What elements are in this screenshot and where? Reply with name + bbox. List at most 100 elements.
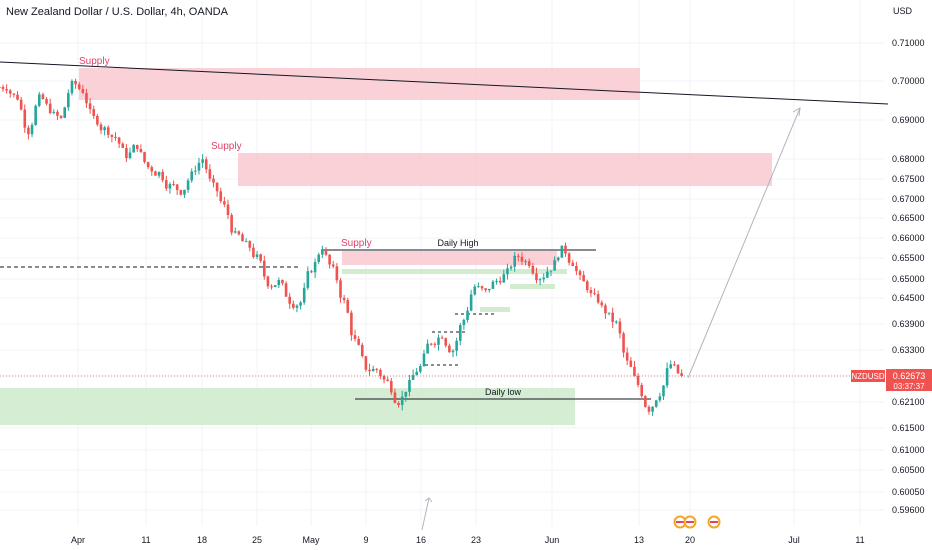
candle-body <box>103 127 106 131</box>
candle-body <box>41 94 45 100</box>
price-tick-label: 0.66000 <box>892 233 925 243</box>
projection-line <box>687 107 801 379</box>
candle-body <box>538 279 542 281</box>
candle-body <box>157 171 161 176</box>
candle-body <box>379 369 382 376</box>
candle-body <box>70 80 74 94</box>
candle-body <box>67 93 70 108</box>
candle-body <box>237 231 241 235</box>
candle-body <box>288 296 291 304</box>
candle-body <box>571 262 575 266</box>
candle-body <box>444 338 448 346</box>
candle-body <box>306 271 310 288</box>
price-tick-label: 0.63300 <box>892 345 925 355</box>
candle-body <box>226 204 230 216</box>
annotations: Supply Supply Supply Daily High Daily low <box>79 56 522 397</box>
candle-body <box>390 380 393 393</box>
candle-body <box>440 337 444 339</box>
candle-body <box>433 343 437 345</box>
candle-body <box>335 266 339 281</box>
candle-body <box>266 276 270 287</box>
time-tick-label: 16 <box>416 535 426 545</box>
candle-body <box>498 280 502 283</box>
event-icons[interactable] <box>673 515 721 529</box>
candle-body <box>524 261 527 263</box>
candle-body <box>56 111 59 116</box>
candle-body <box>172 184 175 186</box>
candle-body <box>662 385 665 397</box>
candle-body <box>437 337 440 345</box>
candle-body <box>644 396 647 407</box>
candle-body <box>284 283 288 297</box>
candle-body <box>96 115 99 125</box>
candle-body <box>549 270 553 272</box>
candle-body <box>165 180 168 189</box>
candle-body <box>59 115 63 118</box>
candle-body <box>509 266 513 269</box>
candles <box>0 78 683 416</box>
candle-body <box>553 260 556 271</box>
price-text: 0.62673 <box>893 371 926 381</box>
candle-body <box>455 340 458 351</box>
candle-body <box>346 300 350 313</box>
candle-body <box>212 178 215 183</box>
candle-body <box>310 271 313 273</box>
candle-body <box>556 257 560 261</box>
time-tick-label: Apr <box>71 535 85 545</box>
candle-body <box>161 171 164 181</box>
candle-body <box>491 281 495 289</box>
candle-body <box>168 184 172 189</box>
candle-body <box>527 261 531 266</box>
candle-body <box>154 171 157 176</box>
symbol-text: NZDUSD <box>851 372 885 381</box>
time-tick-label: 11 <box>855 535 864 545</box>
candle-body <box>331 264 335 267</box>
candle-body <box>615 321 618 323</box>
price-tick-label: 0.63900 <box>892 319 925 329</box>
candle-body <box>190 171 194 181</box>
candle-body <box>375 368 379 370</box>
candle-body <box>517 255 520 257</box>
candle-body <box>321 250 324 255</box>
time-tick-label: 11 <box>141 535 150 545</box>
currency-label: USD <box>893 6 913 16</box>
candle-body <box>357 338 360 345</box>
candle-body <box>233 231 237 233</box>
candle-body <box>295 305 299 308</box>
candle-body <box>382 375 386 380</box>
time-axis[interactable]: Apr 11 18 25 May 9 16 23 Jun 13 20 Jul 11 <box>71 535 865 545</box>
candle-body <box>197 162 201 171</box>
candle-body <box>658 396 662 401</box>
price-tick-label: 0.61000 <box>892 445 925 455</box>
candle-body <box>542 277 546 280</box>
candle-body <box>99 124 103 131</box>
candle-body <box>578 271 582 276</box>
candle-body <box>647 406 651 412</box>
candle-body <box>85 93 88 104</box>
candle-body <box>466 310 469 321</box>
price-tick-label: 0.64500 <box>892 293 925 303</box>
candle-body <box>248 241 252 248</box>
candle-body <box>281 280 284 284</box>
candle-body <box>400 396 404 406</box>
candle-body <box>622 333 625 353</box>
candle-body <box>484 288 487 291</box>
price-axis[interactable]: USD 0.71000 0.70000 0.69000 0.68000 0.67500 0.… <box>892 6 925 515</box>
lines <box>0 61 889 531</box>
candle-body <box>618 321 622 334</box>
candle-body <box>241 234 244 242</box>
candle-body <box>183 189 186 195</box>
candle-body <box>27 127 30 135</box>
candle-body <box>317 254 321 262</box>
candle-body <box>324 250 328 255</box>
price-tick-label: 0.65500 <box>892 253 925 263</box>
candle-body <box>299 302 302 306</box>
candle-body <box>411 375 415 380</box>
candle-body <box>5 89 8 91</box>
candle-body <box>45 99 48 104</box>
candle-body <box>125 147 128 159</box>
trend-line <box>0 61 889 105</box>
